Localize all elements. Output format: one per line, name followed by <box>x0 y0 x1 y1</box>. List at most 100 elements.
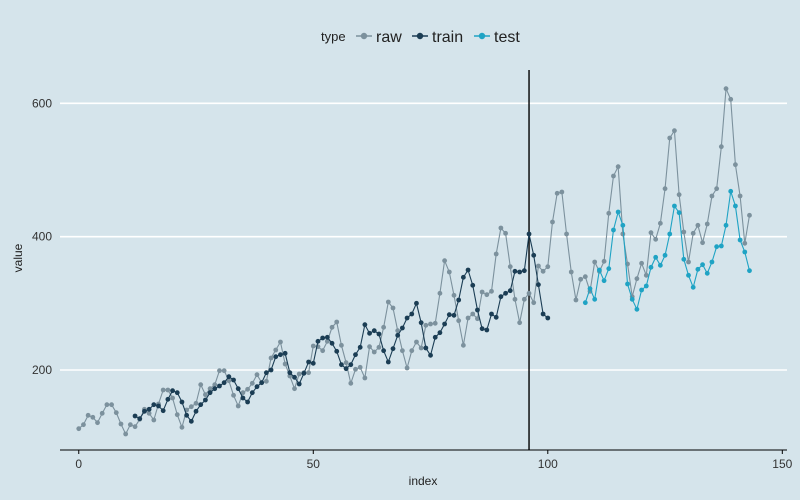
point-raw <box>193 400 199 406</box>
point-test <box>596 267 602 273</box>
legend-label-test: test <box>494 29 520 46</box>
point-raw <box>470 311 476 317</box>
point-test <box>676 210 682 216</box>
point-raw <box>399 348 405 354</box>
point-test <box>611 227 616 233</box>
point-raw <box>639 260 644 266</box>
point-raw <box>240 390 246 396</box>
point-test <box>723 222 729 228</box>
point-raw <box>123 431 129 437</box>
point-raw <box>95 420 100 426</box>
point-raw <box>132 424 138 430</box>
point-raw <box>428 321 433 327</box>
point-train <box>395 332 401 338</box>
point-raw <box>681 229 687 235</box>
point-train <box>174 390 180 396</box>
point-train <box>512 268 518 274</box>
point-train <box>184 412 190 418</box>
point-train <box>451 312 457 318</box>
point-raw <box>390 305 396 311</box>
point-raw <box>292 386 297 392</box>
point-test <box>681 256 687 262</box>
point-train <box>507 288 513 294</box>
point-raw <box>521 296 527 302</box>
point-raw <box>146 410 152 416</box>
x-tick-label-100: 100 <box>538 457 558 471</box>
point-raw <box>442 258 448 264</box>
point-train <box>203 397 208 403</box>
point-train <box>193 408 199 414</box>
y-tick-label-600: 600 <box>32 96 52 110</box>
point-train <box>320 335 326 341</box>
point-train <box>470 282 476 288</box>
point-raw <box>174 412 180 418</box>
point-raw <box>545 264 551 270</box>
point-train <box>287 370 293 376</box>
point-raw <box>231 392 236 398</box>
point-raw <box>507 264 513 270</box>
point-train <box>254 384 260 390</box>
point-raw <box>109 402 114 408</box>
point-raw <box>615 164 621 170</box>
legend-label-raw: raw <box>376 29 402 46</box>
point-raw <box>657 220 663 226</box>
point-raw <box>747 212 752 218</box>
point-train <box>170 388 175 394</box>
point-train <box>376 331 382 337</box>
point-test <box>592 296 598 302</box>
point-raw <box>648 230 654 236</box>
point-train <box>296 381 302 387</box>
point-raw <box>357 364 363 370</box>
legend-item-test: test <box>474 29 520 46</box>
point-train <box>517 269 523 275</box>
point-train <box>432 334 438 340</box>
x-axis-title: index <box>409 474 438 488</box>
point-raw <box>160 387 166 393</box>
point-raw <box>235 403 241 409</box>
point-raw <box>540 268 546 274</box>
point-raw <box>503 230 508 236</box>
point-test <box>718 243 724 249</box>
series-raw <box>76 86 752 437</box>
point-test <box>634 306 640 312</box>
point-train <box>357 344 363 350</box>
point-train <box>465 267 471 273</box>
point-train <box>235 386 241 392</box>
y-tick-label-200: 200 <box>32 363 52 377</box>
point-raw <box>334 319 340 325</box>
point-raw <box>451 292 457 298</box>
point-raw <box>479 289 485 295</box>
point-test <box>742 249 748 255</box>
point-raw <box>404 365 410 371</box>
point-raw <box>104 402 110 408</box>
point-raw <box>81 422 86 428</box>
legend-label-train: train <box>432 29 463 46</box>
point-train <box>259 380 265 386</box>
point-raw <box>127 422 133 428</box>
point-raw <box>564 231 569 237</box>
point-raw <box>99 410 105 416</box>
point-raw <box>385 299 391 305</box>
series-line-raw <box>78 88 751 436</box>
point-raw <box>226 378 232 384</box>
point-test <box>643 283 649 289</box>
series-line-train <box>134 233 549 423</box>
point-raw <box>179 424 185 430</box>
point-raw <box>217 368 222 374</box>
point-raw <box>310 343 316 349</box>
point-test <box>639 287 644 293</box>
point-raw <box>113 410 119 416</box>
point-raw <box>395 328 401 334</box>
point-test <box>728 188 734 194</box>
point-raw <box>512 296 518 302</box>
point-raw <box>526 290 532 296</box>
point-train <box>343 366 349 372</box>
point-raw <box>465 315 471 321</box>
point-raw <box>606 210 612 216</box>
point-raw <box>188 404 194 410</box>
point-train <box>142 408 147 414</box>
point-raw <box>339 342 344 348</box>
point-raw <box>484 292 490 298</box>
point-test <box>714 244 720 250</box>
